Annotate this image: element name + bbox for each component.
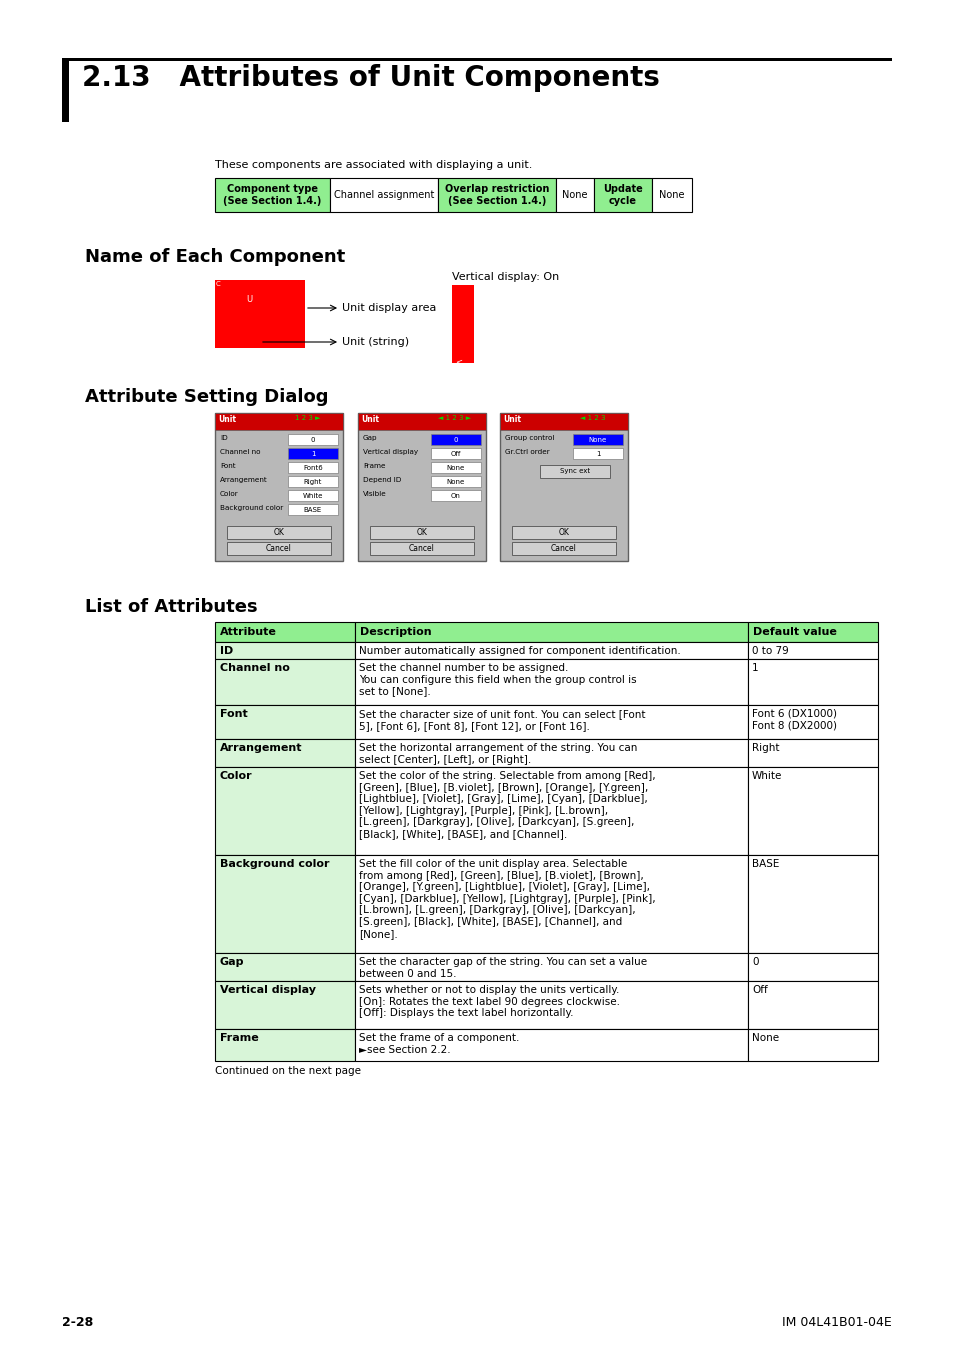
Bar	[747, 705, 877, 738]
Text: Number automatically assigned for component identification.: Number automatically assigned for compon…	[358, 647, 680, 656]
Text: None: None	[588, 437, 606, 443]
Bar	[288, 448, 337, 459]
Bar	[747, 767, 877, 855]
Bar	[214, 855, 355, 953]
Text: Vertical display: Vertical display	[220, 986, 315, 995]
Bar	[512, 541, 616, 555]
Text: Color: Color	[220, 771, 253, 782]
Bar	[437, 178, 556, 212]
Text: Font: Font	[220, 463, 235, 468]
Text: <: <	[455, 356, 461, 366]
Text: OK: OK	[558, 528, 569, 537]
Text: Set the character gap of the string. You can set a value
between 0 and 15.: Set the character gap of the string. You…	[358, 957, 646, 979]
Bar	[355, 622, 747, 643]
Bar	[355, 767, 747, 855]
Bar	[431, 490, 480, 501]
Text: Default value: Default value	[752, 626, 836, 637]
Bar	[214, 413, 343, 431]
Text: Gr.Ctrl order: Gr.Ctrl order	[504, 450, 549, 455]
Text: Attribute Setting Dialog: Attribute Setting Dialog	[85, 387, 328, 406]
Text: 0 to 79: 0 to 79	[751, 647, 788, 656]
Bar	[355, 981, 747, 1029]
Text: 0: 0	[311, 437, 314, 443]
Bar	[355, 953, 747, 981]
Text: Color: Color	[220, 491, 238, 497]
Bar	[431, 477, 480, 487]
Text: 2.13   Attributes of Unit Components: 2.13 Attributes of Unit Components	[82, 63, 659, 92]
Bar	[214, 953, 355, 981]
Text: Overlap restriction
(See Section 1.4.): Overlap restriction (See Section 1.4.)	[444, 184, 549, 205]
Bar	[214, 767, 355, 855]
Text: 1: 1	[751, 663, 758, 674]
Text: 0: 0	[454, 437, 457, 443]
Text: Set the frame of a component.
►see Section 2.2.: Set the frame of a component. ►see Secti…	[358, 1033, 518, 1054]
Text: Continued on the next page: Continued on the next page	[214, 1066, 360, 1076]
Bar	[747, 643, 877, 659]
Bar	[539, 464, 609, 478]
Bar	[288, 462, 337, 472]
Text: ◄ 1 2 3: ◄ 1 2 3	[579, 414, 605, 421]
Text: Attribute: Attribute	[220, 626, 276, 637]
Text: ID: ID	[220, 435, 228, 441]
Text: Component type
(See Section 1.4.): Component type (See Section 1.4.)	[223, 184, 321, 205]
Bar	[214, 738, 355, 767]
Text: Font 6 (DX1000)
Font 8 (DX2000): Font 6 (DX1000) Font 8 (DX2000)	[751, 709, 836, 730]
Bar	[355, 855, 747, 953]
Bar	[431, 448, 480, 459]
Text: Right: Right	[303, 479, 322, 485]
Bar	[452, 285, 474, 363]
Bar	[747, 659, 877, 705]
Text: 1 2 3 ►: 1 2 3 ►	[294, 414, 320, 421]
Bar	[747, 953, 877, 981]
Bar	[214, 413, 343, 562]
Bar	[431, 433, 480, 446]
Text: Right: Right	[751, 743, 779, 753]
Text: Background color: Background color	[220, 859, 329, 869]
Bar	[499, 413, 627, 562]
Bar	[594, 178, 651, 212]
Bar	[355, 643, 747, 659]
Text: Cancel: Cancel	[266, 544, 292, 554]
Text: U: U	[246, 296, 252, 304]
Bar	[747, 855, 877, 953]
Bar	[214, 981, 355, 1029]
Bar	[214, 279, 305, 348]
Bar	[370, 541, 474, 555]
Bar	[288, 477, 337, 487]
Text: Set the horizontal arrangement of the string. You can
select [Center], [Left], o: Set the horizontal arrangement of the st…	[358, 743, 637, 764]
Text: ◄ 1 2 3 ►: ◄ 1 2 3 ►	[437, 414, 471, 421]
Bar	[747, 981, 877, 1029]
Bar	[355, 1029, 747, 1061]
Text: Gap: Gap	[220, 957, 244, 967]
Text: Sync ext: Sync ext	[559, 468, 590, 474]
Text: IM 04L41B01-04E: IM 04L41B01-04E	[781, 1316, 891, 1328]
Text: Channel assignment: Channel assignment	[334, 190, 434, 200]
Bar	[556, 178, 594, 212]
Bar	[573, 433, 622, 446]
Text: None: None	[751, 1033, 779, 1044]
Bar	[747, 622, 877, 643]
Text: Sets whether or not to display the units vertically.
[On]: Rotates the text labe: Sets whether or not to display the units…	[358, 986, 619, 1018]
Text: 0: 0	[751, 957, 758, 967]
Bar	[62, 59, 69, 122]
Bar	[355, 738, 747, 767]
Text: 1: 1	[595, 451, 599, 458]
Text: Name of Each Component: Name of Each Component	[85, 248, 345, 266]
Text: Font6: Font6	[303, 464, 322, 471]
Bar	[62, 58, 891, 61]
Text: None: None	[561, 190, 587, 200]
Text: List of Attributes: List of Attributes	[85, 598, 257, 616]
Text: C: C	[215, 281, 220, 288]
Bar	[573, 448, 622, 459]
Text: OK: OK	[416, 528, 427, 537]
Text: Visible: Visible	[363, 491, 386, 497]
Text: Unit display area: Unit display area	[341, 302, 436, 313]
Text: These components are associated with displaying a unit.: These components are associated with dis…	[214, 161, 532, 170]
Text: Unit: Unit	[218, 414, 235, 424]
Text: Cancel: Cancel	[409, 544, 435, 554]
Text: Set the channel number to be assigned.
You can configure this field when the gro: Set the channel number to be assigned. Y…	[358, 663, 636, 697]
Bar	[214, 705, 355, 738]
Text: Vertical display: Vertical display	[363, 450, 417, 455]
Bar	[357, 413, 485, 562]
Bar	[499, 413, 627, 431]
